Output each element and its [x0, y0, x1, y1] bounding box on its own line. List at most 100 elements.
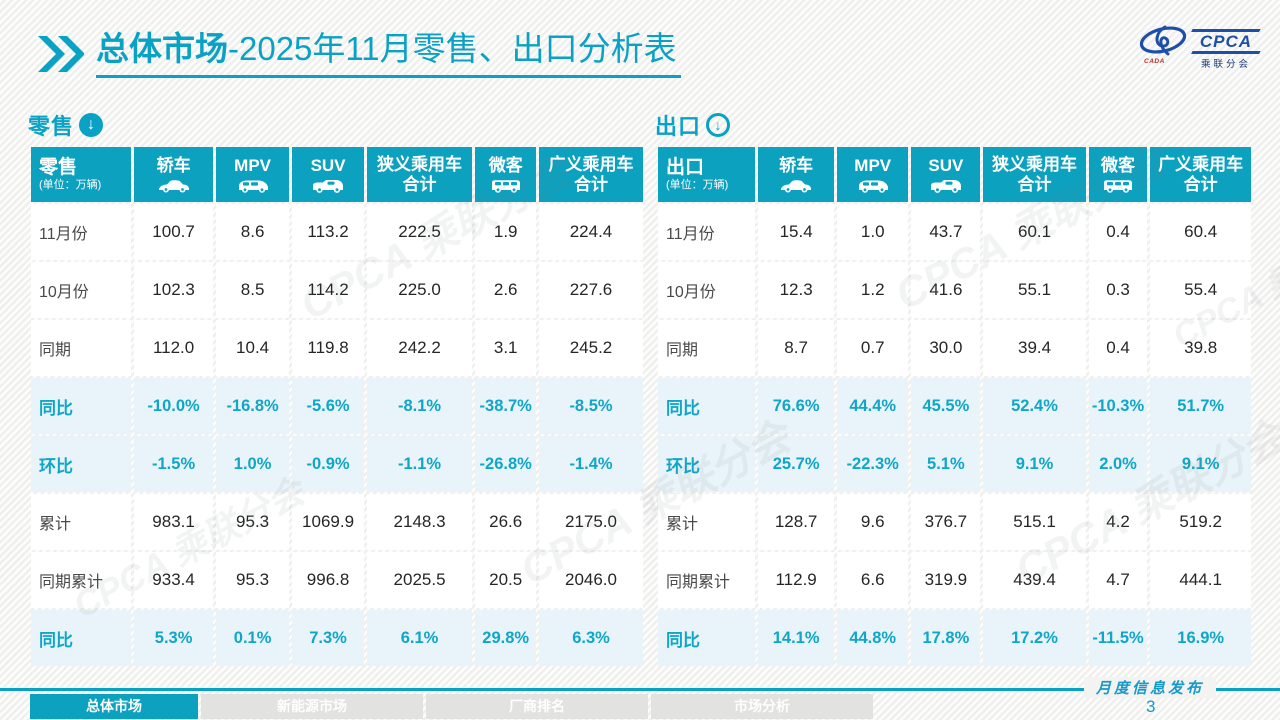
retail-section-label: 零售: [28, 114, 75, 139]
column-header-label: SUV: [928, 156, 964, 176]
value-cell: 242.2: [366, 320, 473, 376]
corner-unit: (单位：万辆): [39, 179, 102, 192]
value-cell: 933.4: [134, 552, 213, 608]
logo-cpca-text: CPCA: [1199, 31, 1253, 51]
table-row: 10月份 12.3 1.2 41.6 55.1 0.3 55.4: [658, 262, 1251, 318]
value-cell: 44.8%: [837, 610, 909, 666]
value-cell: 9.1%: [1150, 436, 1251, 492]
value-cell: 996.8: [292, 552, 364, 608]
column-header-cell: SUV: [292, 147, 364, 202]
value-cell: 0.1%: [215, 610, 290, 666]
value-cell: 983.1: [134, 494, 213, 550]
value-cell: 1.0%: [215, 436, 290, 492]
tab-厂商排名[interactable]: 厂商排名: [426, 694, 648, 719]
value-cell: 52.4%: [983, 378, 1086, 434]
value-cell: 0.7: [837, 320, 909, 376]
value-cell: 113.2: [292, 204, 364, 260]
tab-新能源市场[interactable]: 新能源市场: [201, 694, 423, 719]
value-cell: 515.1: [983, 494, 1086, 550]
value-cell: 319.9: [911, 552, 981, 608]
value-cell: 41.6: [911, 262, 981, 318]
column-header-label: 广义乘用车 合计: [1158, 155, 1244, 194]
value-cell: 0.4: [1088, 204, 1148, 260]
value-cell: 1069.9: [292, 494, 364, 550]
value-cell: 17.8%: [911, 610, 981, 666]
column-header-cell: 轿车: [758, 147, 835, 202]
tab-市场分析[interactable]: 市场分析: [651, 694, 873, 719]
column-header-cell: 狭义乘用车 合计: [983, 147, 1086, 202]
value-cell: 3.1: [475, 320, 536, 376]
column-header-label: 狭义乘用车 合计: [992, 155, 1078, 194]
retail-table: 零售 (单位：万辆) 轿车 MPV SUV 狭义乘用车 合计 微客 广义乘用车 合计 11月份…: [28, 145, 646, 668]
row-label-cell: 11月份: [31, 204, 132, 260]
value-cell: 1.9: [475, 204, 536, 260]
column-header-cell: 微客: [475, 147, 536, 202]
row-label-cell: 同比: [31, 378, 132, 434]
value-cell: -5.6%: [292, 378, 364, 434]
logo-subtitle: 乘联分会: [1200, 58, 1251, 70]
table-corner-cell: 出口 (单位：万辆): [658, 147, 756, 202]
row-label-cell: 10月份: [658, 262, 756, 318]
column-header-label: 微客: [488, 156, 523, 176]
circle-down-arrow-solid-icon: ↓: [79, 113, 104, 137]
value-cell: 0.4: [1088, 320, 1148, 376]
mpv-car-icon: [838, 178, 907, 193]
column-header-cell: 轿车: [134, 147, 213, 202]
export-section-header: 出口 ↓: [655, 110, 1254, 140]
value-cell: 95.3: [215, 494, 290, 550]
value-cell: -8.1%: [366, 378, 473, 434]
value-cell: 25.7%: [758, 436, 835, 492]
column-header-cell: 微客: [1088, 147, 1148, 202]
row-label-cell: 11月份: [658, 204, 756, 260]
value-cell: 8.7: [758, 320, 835, 376]
column-header-label: 广义乘用车 合计: [548, 155, 634, 194]
logo-stripe: [1191, 51, 1261, 54]
retail-section: 零售 ↓ 零售 (单位：万辆) 轿车 MPV SUV 狭义乘用车 合计 微客 广义乘用车 合计…: [28, 110, 646, 668]
footer-rule: [0, 688, 1280, 691]
column-header-label: 轿车: [779, 156, 814, 176]
value-cell: 15.4: [758, 204, 835, 260]
value-cell: 376.7: [911, 494, 981, 550]
table-row: 同期累计 112.9 6.6 319.9 439.4 4.7 444.1: [658, 552, 1251, 608]
value-cell: 20.5: [475, 552, 536, 608]
mpv-car-icon: [217, 178, 289, 193]
value-cell: 119.8: [292, 320, 364, 376]
double-chevron-icon: [34, 34, 85, 79]
value-cell: -11.5%: [1088, 610, 1148, 666]
page-title-emphasis: 总体市场: [96, 30, 228, 67]
value-cell: 30.0: [911, 320, 981, 376]
logo-stripe: [1191, 29, 1261, 32]
value-cell: -22.3%: [837, 436, 909, 492]
value-cell: 2.0%: [1088, 436, 1148, 492]
value-cell: 4.2: [1088, 494, 1148, 550]
column-header-label: 轿车: [156, 156, 191, 176]
column-header-cell: MPV: [215, 147, 290, 202]
value-cell: 55.4: [1150, 262, 1251, 318]
value-cell: 8.6: [215, 204, 290, 260]
value-cell: -10.3%: [1088, 378, 1148, 434]
table-row: 累计 128.7 9.6 376.7 515.1 4.2 519.2: [658, 494, 1251, 550]
value-cell: 39.4: [983, 320, 1086, 376]
value-cell: 43.7: [911, 204, 981, 260]
tab-总体市场[interactable]: 总体市场: [30, 694, 198, 719]
row-label-cell: 同比: [31, 610, 132, 666]
value-cell: -26.8%: [475, 436, 536, 492]
value-cell: 9.6: [837, 494, 909, 550]
value-cell: 114.2: [292, 262, 364, 318]
value-cell: 439.4: [983, 552, 1086, 608]
sedan-car-icon: [759, 178, 833, 193]
value-cell: 95.3: [215, 552, 290, 608]
row-label-cell: 10月份: [31, 262, 132, 318]
table-row: 同比 5.3% 0.1% 7.3% 6.1% 29.8% 6.3%: [31, 610, 643, 666]
value-cell: 51.7%: [1150, 378, 1251, 434]
column-header-label: MPV: [234, 156, 272, 176]
value-cell: 16.9%: [1150, 610, 1251, 666]
value-cell: 222.5: [366, 204, 473, 260]
row-label-cell: 累计: [31, 494, 132, 550]
row-label-cell: 同期累计: [658, 552, 756, 608]
column-header-cell: 狭义乘用车 合计: [366, 147, 473, 202]
slide-header: 总体市场-2025年11月零售、出口分析表: [34, 30, 681, 79]
column-header-label: 微客: [1101, 156, 1136, 176]
value-cell: -0.9%: [292, 436, 364, 492]
sedan-car-icon: [135, 178, 211, 193]
